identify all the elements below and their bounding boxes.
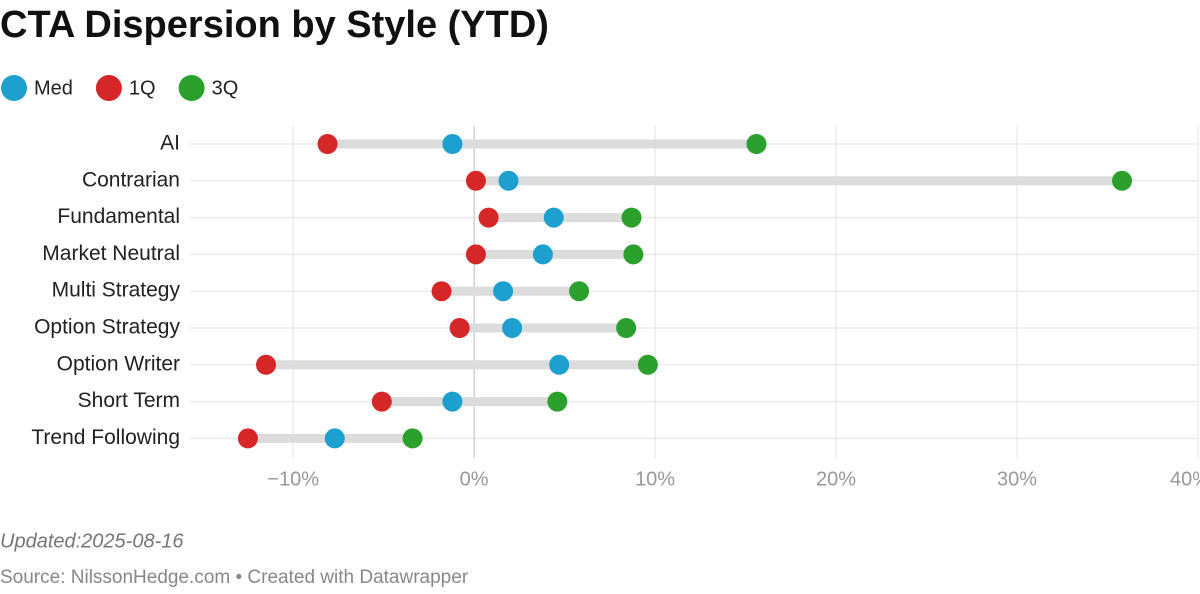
category-label: Option Writer [57,352,180,375]
dot [465,244,486,265]
dot [256,354,277,375]
dot [543,207,564,228]
legend-swatch [1,75,27,101]
x-tick-label: 10% [635,468,675,490]
chart-title: CTA Dispersion by Style (YTD) [0,4,549,46]
category-label: Fundamental [57,205,180,228]
dot [502,318,523,338]
legend-label: Med [34,77,73,99]
footnote: Updated:2025-08-16 [0,530,184,552]
category-label: Trend Following [31,426,180,449]
dot [317,134,338,154]
dot [746,134,767,154]
dot [324,428,345,449]
x-tick-label: −10% [267,468,319,490]
dot [478,207,499,228]
source: Source: NilssonHedge.com • Created with … [0,567,469,588]
x-tick-label: 0% [460,468,489,490]
dot [449,318,470,338]
dot [465,170,486,191]
dot [637,354,658,375]
legend-swatch [95,75,122,101]
dot [569,281,590,302]
dot [431,281,452,302]
x-tick-label: 20% [816,468,856,490]
dot [442,134,463,154]
category-label: AI [160,132,180,155]
dot [616,318,637,338]
category-label: Contrarian [82,168,180,191]
dot [623,244,644,265]
dot [442,391,463,412]
category-label: Short Term [78,389,180,412]
dot [532,244,553,265]
legend-swatch [178,75,205,101]
dot [237,428,258,449]
legend-label: 3Q [212,77,239,99]
category-label: Option Strategy [34,316,180,339]
dot [547,391,568,412]
legend: Med 1Q 3Q [1,75,238,101]
dot [1111,170,1132,191]
dot [621,207,642,228]
dot [371,391,392,412]
dot [493,281,514,302]
x-tick-label: 30% [997,468,1037,490]
category-label: Market Neutral [42,242,180,265]
dot [402,428,423,449]
dot [498,170,519,191]
dot [549,354,570,375]
x-tick-label: 40% [1170,468,1200,490]
legend-label: 1Q [129,77,156,99]
category-label: Multi Strategy [52,279,181,302]
